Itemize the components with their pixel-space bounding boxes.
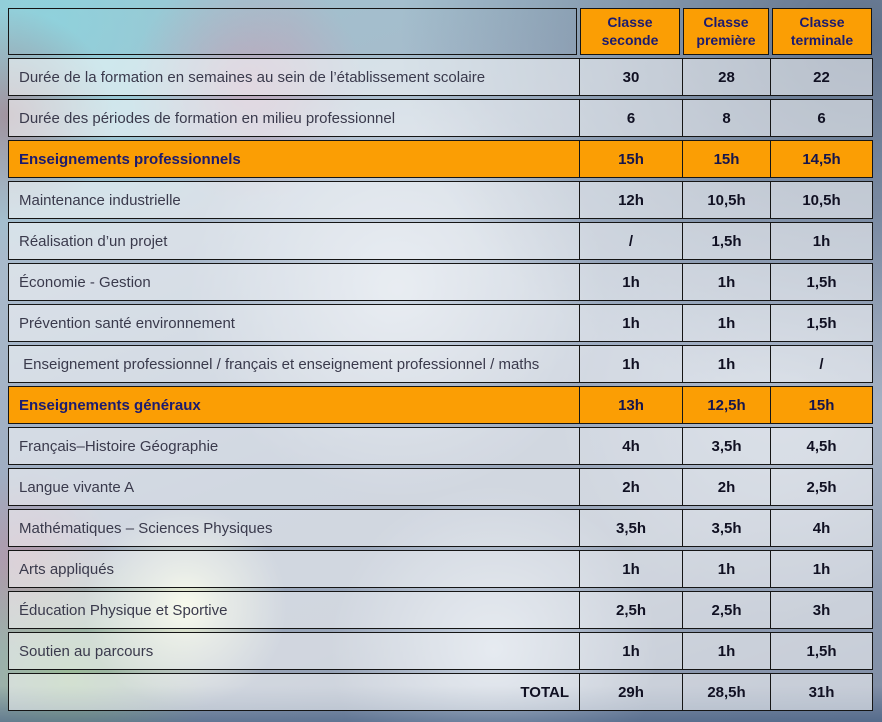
row-label: Enseignement professionnel / français et… xyxy=(19,355,540,373)
row-label: Enseignements professionnels xyxy=(19,150,241,168)
header-classe-seconde: Classe seconde xyxy=(580,8,680,55)
value-cell: 1,5h xyxy=(770,264,872,300)
table-body: Durée de la formation en semaines au sei… xyxy=(8,58,873,711)
value-cell: 2h xyxy=(682,469,770,505)
section-row: Enseignements généraux 13h 12,5h 15h xyxy=(8,386,873,424)
value-cell: 3h xyxy=(770,592,872,628)
row-label: Durée de la formation en semaines au sei… xyxy=(19,68,486,86)
value-cell: 1h xyxy=(682,346,770,382)
row-label: Arts appliqués xyxy=(19,560,115,578)
value-cell: 4h xyxy=(770,510,872,546)
value-cell: 1h xyxy=(682,551,770,587)
value-cell: 1h xyxy=(682,305,770,341)
table-row: Durée des périodes de formation en milie… xyxy=(8,99,873,137)
value-cell: 10,5h xyxy=(770,182,872,218)
value-cell: 1h xyxy=(770,551,872,587)
table-row: Mathématiques – Sciences Physiques 3,5h 3,… xyxy=(8,509,873,547)
row-label: Éducation Physique et Sportive xyxy=(19,601,228,619)
header-classe-premiere: Classe première xyxy=(683,8,769,55)
table-row: Économie - Gestion 1h 1h 1,5h xyxy=(8,263,873,301)
section-row: Enseignements professionnels 15h 15h 14,5h xyxy=(8,140,873,178)
value-cell: 1h xyxy=(579,633,682,669)
value-cell: 30 xyxy=(579,59,682,95)
row-label: Mathématiques – Sciences Physiques xyxy=(19,519,273,537)
value-cell: 14,5h xyxy=(770,141,872,177)
table-row: Prévention santé environnement 1h 1h 1,5h xyxy=(8,304,873,342)
value-cell: 28 xyxy=(682,59,770,95)
table-row: Français–Histoire Géographie 4h 3,5h 4,5h xyxy=(8,427,873,465)
row-label: Français–Histoire Géographie xyxy=(19,437,219,455)
total-row: TOTAL 29h 28,5h 31h xyxy=(8,673,873,711)
row-label: Prévention santé environnement xyxy=(19,314,235,332)
value-cell: 15h xyxy=(682,141,770,177)
value-cell: 8 xyxy=(682,100,770,136)
value-cell: 3,5h xyxy=(682,428,770,464)
row-label: Réalisation d’un projet xyxy=(19,232,168,250)
row-label: Soutien au parcours xyxy=(19,642,154,660)
table-row: Arts appliqués 1h 1h 1h xyxy=(8,550,873,588)
table-row: Langue vivante A 2h 2h 2,5h xyxy=(8,468,873,506)
value-cell: 2,5h xyxy=(770,469,872,505)
value-cell: 4,5h xyxy=(770,428,872,464)
table-row: Enseignement professionnel / français et… xyxy=(8,345,873,383)
value-cell: 1h xyxy=(682,633,770,669)
row-label: Économie - Gestion xyxy=(19,273,151,291)
value-cell: 2,5h xyxy=(579,592,682,628)
value-cell: 22 xyxy=(770,59,872,95)
header-classe-terminale: Classe terminale xyxy=(772,8,872,55)
row-label: Durée des périodes de formation en milie… xyxy=(19,109,396,127)
value-cell: / xyxy=(770,346,872,382)
schedule-table: Classe seconde Classe première Classe te… xyxy=(8,8,873,711)
value-cell: 3,5h xyxy=(579,510,682,546)
table-row: Réalisation d’un projet /1,5h 1h xyxy=(8,222,873,260)
table-row: Éducation Physique et Sportive 2,5h 2,5h 3h xyxy=(8,591,873,629)
value-cell: 6 xyxy=(579,100,682,136)
value-cell: 1h xyxy=(579,305,682,341)
value-cell: 13h xyxy=(579,387,682,423)
value-cell: 12h xyxy=(579,182,682,218)
value-cell: 3,5h xyxy=(682,510,770,546)
value-cell: 15h xyxy=(770,387,872,423)
value-cell: 2,5h xyxy=(682,592,770,628)
row-label: Maintenance industrielle xyxy=(19,191,181,209)
value-cell: 15h xyxy=(579,141,682,177)
value-cell: 31h xyxy=(770,674,872,710)
value-cell: 1,5h xyxy=(770,305,872,341)
value-cell: 1h xyxy=(579,551,682,587)
value-cell: 1h xyxy=(682,264,770,300)
value-cell: 1,5h xyxy=(770,633,872,669)
value-cell: 2h xyxy=(579,469,682,505)
table-row: Soutien au parcours 1h 1h 1,5h xyxy=(8,632,873,670)
table-header-row: Classe seconde Classe première Classe te… xyxy=(8,8,873,55)
table-row: Maintenance industrielle 12h 10,5h 10,5h xyxy=(8,181,873,219)
row-label: Enseignements généraux xyxy=(19,396,201,414)
row-label: Langue vivante A xyxy=(19,478,135,496)
row-label: TOTAL xyxy=(520,683,569,701)
value-cell: 1h xyxy=(770,223,872,259)
header-empty-cell xyxy=(8,8,577,55)
value-cell: 29h xyxy=(579,674,682,710)
value-cell: 1h xyxy=(579,346,682,382)
value-cell: 4h xyxy=(579,428,682,464)
value-cell: 6 xyxy=(770,100,872,136)
value-cell: 10,5h xyxy=(682,182,770,218)
table-row: Durée de la formation en semaines au sei… xyxy=(8,58,873,96)
value-cell: 12,5h xyxy=(682,387,770,423)
value-cell: / xyxy=(579,223,682,259)
value-cell: 1,5h xyxy=(682,223,770,259)
value-cell: 1h xyxy=(579,264,682,300)
value-cell: 28,5h xyxy=(682,674,770,710)
